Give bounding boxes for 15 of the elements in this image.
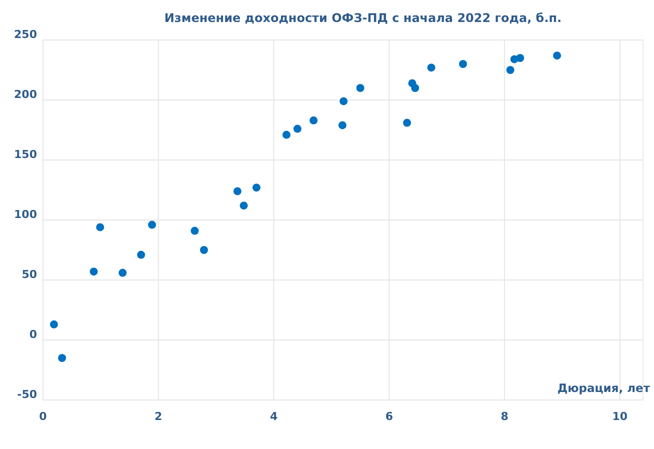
x-tick-label: 4: [270, 410, 278, 423]
x-tick-label: 10: [612, 410, 628, 423]
x-axis-title: Дюрация, лет: [557, 381, 650, 395]
x-tick-label: 2: [154, 410, 162, 423]
y-tick-label: -50: [17, 388, 38, 401]
y-tick-label: 250: [14, 28, 38, 41]
y-tick-label: 100: [14, 208, 38, 221]
x-tick-label: 6: [385, 410, 394, 423]
y-tick-label: 0: [29, 328, 38, 341]
y-tick-label: 200: [14, 88, 38, 101]
x-tick-label: 0: [39, 410, 48, 423]
chart-title: Изменение доходности ОФЗ-ПД с начала 2022 года, б.п.: [164, 11, 562, 25]
x-tick-label: 8: [500, 410, 508, 423]
y-tick-label: 50: [22, 268, 38, 281]
y-tick-label: 150: [14, 148, 38, 161]
